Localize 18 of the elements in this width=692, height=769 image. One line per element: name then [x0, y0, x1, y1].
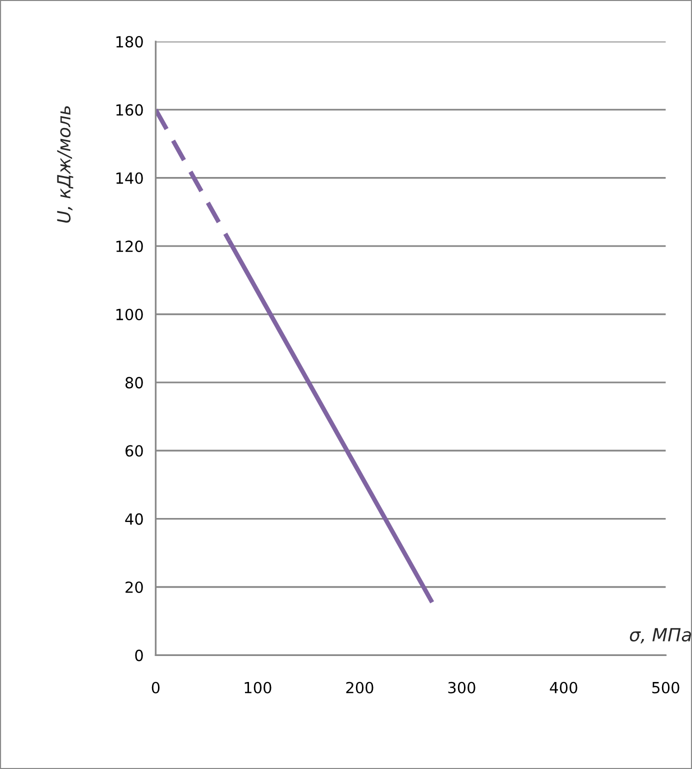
y-tick-label: 0	[135, 650, 143, 662]
y-tick-label: 80	[125, 376, 143, 388]
y-tick-label: 140	[116, 172, 143, 184]
x-tick-label: 500	[652, 682, 680, 694]
y-tick-label: 60	[126, 445, 143, 457]
x-tick-label: 400	[550, 682, 578, 694]
y-tick-label: 120	[116, 240, 143, 252]
x-axis-title: σ, МПа	[630, 628, 691, 644]
y-tick-label: 100	[116, 308, 143, 320]
y-tick-label: 160	[116, 104, 143, 116]
y-axis-title: U, кДж/моль	[57, 106, 74, 223]
y-tick-label: 180	[116, 36, 143, 48]
x-tick-label: 300	[448, 682, 476, 694]
x-tick-label: 100	[244, 682, 272, 694]
x-tick-label: 0	[152, 682, 160, 694]
y-tick-label: 40	[125, 513, 143, 525]
y-tick-label: 20	[126, 581, 143, 594]
x-tick-label: 200	[346, 682, 374, 694]
